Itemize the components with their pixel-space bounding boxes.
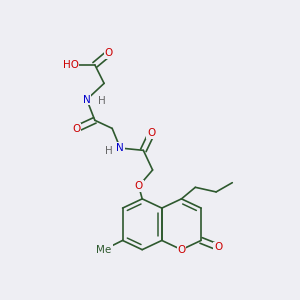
Text: O: O <box>72 124 80 134</box>
Text: O: O <box>214 242 223 252</box>
Text: HO: HO <box>63 60 79 70</box>
Text: O: O <box>135 181 143 191</box>
Text: O: O <box>147 128 156 139</box>
Text: H: H <box>105 146 112 157</box>
Text: O: O <box>105 48 113 58</box>
Text: N: N <box>83 94 91 104</box>
Text: N: N <box>116 143 124 153</box>
Text: O: O <box>177 245 186 255</box>
Text: Me: Me <box>97 245 112 255</box>
Text: H: H <box>98 96 106 106</box>
